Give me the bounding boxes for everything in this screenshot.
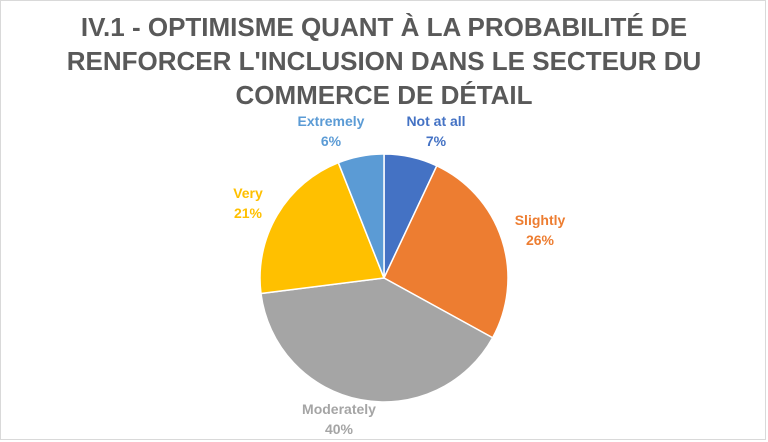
pie-slice-extremely [337,153,385,279]
data-label-slightly-percent: 26% [526,232,555,248]
data-label-not-at-all-percent: 7% [426,133,447,149]
pie-slice-very [259,161,386,295]
data-label-very-name: Very [233,185,263,201]
pie-slices [259,153,509,403]
chart-title-line-1: IV.1 - OPTIMISME QUANT À LA PROBABILITÉ … [81,12,687,42]
pie-data-labels: Not at all 7% Slightly 26% Moderately 40% Very… [233,113,565,437]
chart-title-line-2: RENFORCER L'INCLUSION DANS LE SECTEUR DU [67,46,702,76]
data-label-moderately-name: Moderately [302,401,376,417]
data-label-slightly-name: Slightly [515,212,566,228]
data-label-very-percent: 21% [234,205,263,221]
data-label-extremely-percent: 6% [321,133,342,149]
pie-slice-moderately [260,277,494,403]
data-label-not-at-all-name: Not at all [406,113,465,129]
data-label-moderately-percent: 40% [325,421,354,437]
chart-title: IV.1 - OPTIMISME QUANT À LA PROBABILITÉ … [67,12,702,110]
chart-title-line-3: COMMERCE DE DÉTAIL [235,80,532,110]
data-label-extremely-name: Extremely [298,113,365,129]
